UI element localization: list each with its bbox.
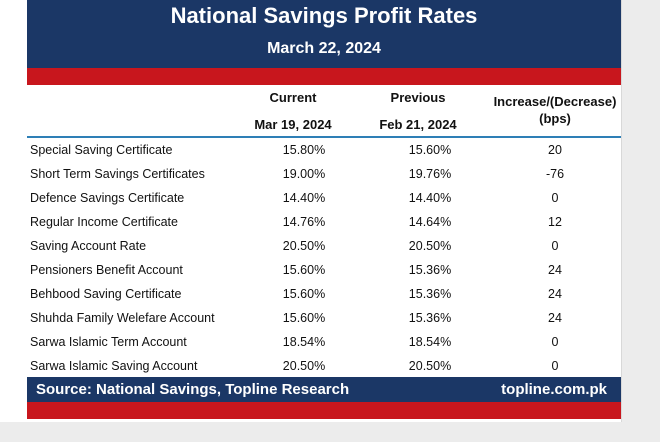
row-previous-rate: 20.50% bbox=[408, 239, 452, 253]
row-change: 0 bbox=[551, 359, 559, 373]
table-row: Behbood Saving Certificate 15.60% 15.36%… bbox=[27, 282, 621, 306]
row-name: Pensioners Benefit Account bbox=[30, 263, 183, 277]
row-previous-rate: 15.60% bbox=[408, 143, 452, 157]
row-previous-rate: 14.40% bbox=[408, 191, 452, 205]
row-change: 0 bbox=[551, 239, 559, 253]
row-change: 24 bbox=[548, 287, 562, 301]
row-change: -76 bbox=[545, 167, 565, 181]
row-previous-rate: 19.76% bbox=[408, 167, 452, 181]
table-row: Regular Income Certificate 14.76% 14.64%… bbox=[27, 210, 621, 234]
row-previous-rate: 18.54% bbox=[408, 335, 452, 349]
row-current-rate: 15.80% bbox=[282, 143, 326, 157]
row-current-rate: 20.50% bbox=[282, 239, 326, 253]
source-text: Source: National Savings, Topline Resear… bbox=[36, 381, 350, 398]
table-row: Sarwa Islamic Term Account 18.54% 18.54%… bbox=[27, 330, 621, 354]
header-rule bbox=[27, 136, 621, 138]
row-previous-rate: 20.50% bbox=[408, 359, 452, 373]
row-change: 24 bbox=[548, 311, 562, 325]
current-column-date: Mar 19, 2024 bbox=[254, 117, 332, 132]
row-current-rate: 20.50% bbox=[282, 359, 326, 373]
row-current-rate: 14.40% bbox=[282, 191, 326, 205]
rates-card: National Savings Profit Rates March 22, … bbox=[0, 0, 622, 422]
row-change: 0 bbox=[551, 335, 559, 349]
page-title: National Savings Profit Rates bbox=[170, 3, 478, 28]
report-date: March 22, 2024 bbox=[267, 40, 381, 57]
current-column-header: Current bbox=[269, 90, 317, 105]
row-current-rate: 15.60% bbox=[282, 311, 326, 325]
table-row: Special Saving Certificate 15.80% 15.60%… bbox=[27, 138, 621, 162]
change-column-header: Increase/(Decrease) bbox=[493, 94, 617, 109]
row-change: 20 bbox=[548, 143, 562, 157]
bottom-red-bar bbox=[27, 402, 621, 419]
table-row: Short Term Savings Certificates 19.00% 1… bbox=[27, 162, 621, 186]
table-row: Sarwa Islamic Saving Account 20.50% 20.5… bbox=[27, 354, 621, 378]
row-name: Shuhda Family Welefare Account bbox=[30, 311, 215, 325]
row-previous-rate: 15.36% bbox=[408, 263, 452, 277]
row-name: Short Term Savings Certificates bbox=[30, 167, 205, 181]
row-current-rate: 15.60% bbox=[282, 287, 326, 301]
row-name: Regular Income Certificate bbox=[30, 215, 178, 229]
table-row: Pensioners Benefit Account 15.60% 15.36%… bbox=[27, 258, 621, 282]
table-row: Saving Account Rate 20.50% 20.50% 0 bbox=[27, 234, 621, 258]
change-column-unit: (bps) bbox=[539, 111, 571, 126]
row-change: 12 bbox=[548, 215, 562, 229]
row-change: 24 bbox=[548, 263, 562, 277]
header-banner: National Savings Profit Rates March 22, … bbox=[27, 0, 621, 68]
rates-table: Special Saving Certificate 15.80% 15.60%… bbox=[27, 138, 621, 378]
website-text: topline.com.pk bbox=[501, 381, 607, 398]
row-name: Saving Account Rate bbox=[30, 239, 147, 253]
row-previous-rate: 15.36% bbox=[408, 287, 452, 301]
top-red-bar bbox=[27, 68, 621, 85]
row-current-rate: 18.54% bbox=[282, 335, 326, 349]
row-change: 0 bbox=[551, 191, 559, 205]
table-row: Shuhda Family Welefare Account 15.60% 15… bbox=[27, 306, 621, 330]
row-previous-rate: 14.64% bbox=[408, 215, 452, 229]
source-footer: Source: National Savings, Topline Resear… bbox=[27, 377, 621, 402]
row-name: Sarwa Islamic Saving Account bbox=[30, 359, 198, 373]
row-name: Defence Savings Certificate bbox=[30, 191, 185, 205]
table-row: Defence Savings Certificate 14.40% 14.40… bbox=[27, 186, 621, 210]
row-previous-rate: 15.36% bbox=[408, 311, 452, 325]
row-current-rate: 15.60% bbox=[282, 263, 326, 277]
previous-column-header: Previous bbox=[390, 90, 446, 105]
row-current-rate: 19.00% bbox=[282, 167, 326, 181]
previous-column-date: Feb 21, 2024 bbox=[379, 117, 457, 132]
row-name: Sarwa Islamic Term Account bbox=[30, 335, 187, 349]
row-name: Behbood Saving Certificate bbox=[30, 287, 182, 301]
row-current-rate: 14.76% bbox=[282, 215, 326, 229]
row-name: Special Saving Certificate bbox=[30, 143, 173, 157]
